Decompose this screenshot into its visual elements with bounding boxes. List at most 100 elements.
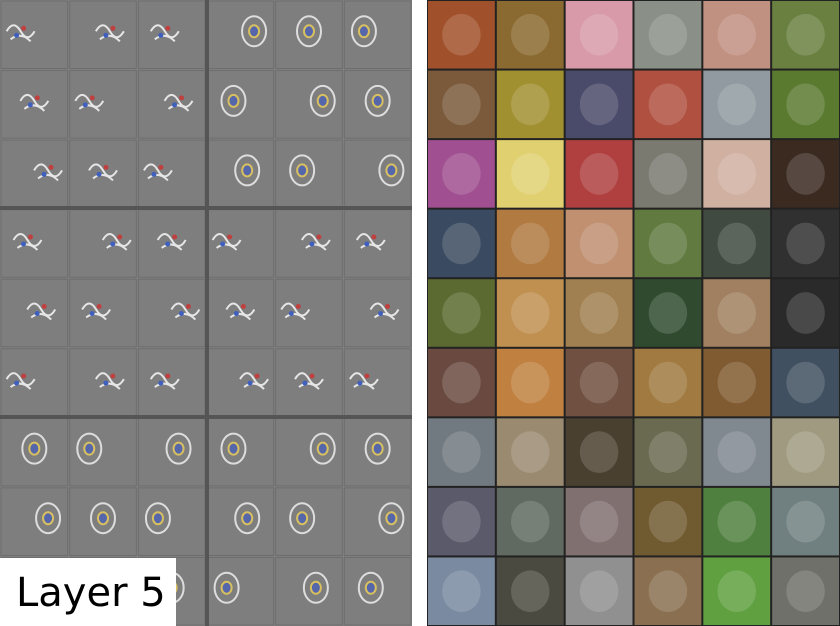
feature-pattern [89,95,95,101]
feature-cell [69,0,137,70]
feature-pattern [165,241,171,247]
feature-cell [137,278,206,348]
feature-cell [206,139,275,209]
photo-tile [703,557,771,625]
photo-subject [510,13,550,56]
photo-subject [648,13,688,56]
separator [205,0,209,626]
photo-tile [496,279,564,347]
photo-subject [786,83,825,126]
feature-pattern [296,15,322,48]
feature-pattern [48,164,54,170]
feature-pattern [21,432,48,465]
photo-subject [579,13,619,56]
feature-pattern [357,571,384,604]
feature-pattern [89,311,95,317]
photo-tile [703,487,771,556]
feature-pattern [301,232,331,251]
photo-subject [717,153,757,195]
photo-panel [427,0,840,626]
feature-pattern [364,241,370,247]
feature-pattern [385,511,398,526]
feature-pattern [239,372,269,390]
feature-pattern [28,441,41,456]
feature-pattern [295,304,301,310]
photo-subject [579,500,619,543]
feature-pattern [316,93,329,108]
feature-pattern [14,380,20,386]
feature-pattern [172,234,178,240]
photo-subject [717,431,757,473]
feature-pattern [95,372,125,390]
feature-cell [343,70,412,139]
photo-subject [648,292,688,334]
photo-subject [717,222,757,265]
photo-tile [565,209,633,278]
feature-pattern [144,502,171,535]
feature-cell [0,487,69,556]
feature-pattern [97,511,109,526]
feature-pattern [88,163,118,182]
photo-subject [786,361,825,404]
photo-subject [510,292,550,334]
photo-tile [428,348,495,417]
feature-cell [137,139,206,209]
feature-pattern [158,32,164,38]
separator [0,206,412,210]
feature-cell [69,70,137,139]
photo-tile [428,209,495,278]
feature-pattern [357,24,370,39]
photo-subject [442,222,481,265]
photo-tile [496,348,564,417]
photo-subject [442,83,481,126]
feature-pattern [172,102,178,108]
photo-subject [717,292,757,334]
feature-cell [69,209,137,278]
feature-pattern [172,441,185,456]
photo-tile [428,487,495,556]
feature-pattern [21,373,27,379]
photo-subject [717,83,757,126]
feature-pattern [241,511,254,526]
photo-tile [703,140,771,208]
photo-subject [648,361,688,404]
feature-pattern [309,373,315,379]
photo-subject [717,361,757,404]
feature-pattern [234,502,261,535]
feature-pattern [149,372,180,390]
feature-pattern [248,24,261,39]
feature-cell [0,348,69,417]
feature-cell [206,209,275,278]
photo-tile [428,70,495,139]
feature-cell [275,278,343,348]
feature-cell [343,0,412,70]
photo-tile [634,418,702,486]
photo-tile [703,1,771,69]
photo-subject [442,500,481,543]
feature-pattern [42,511,55,526]
photo-subject [579,570,619,613]
photo-subject [510,500,550,543]
feature-cell [137,487,206,556]
photo-subject [442,431,481,473]
feature-pattern [117,234,123,240]
photo-tile [634,487,702,556]
photo-tile [565,418,633,486]
feature-pattern [21,25,27,31]
feature-pattern [170,302,201,321]
feature-pattern [179,95,185,101]
photo-tile [496,557,564,625]
photo-tile [772,209,839,278]
photo-subject [579,361,619,404]
feature-pattern [378,502,405,535]
feature-cell [206,487,275,556]
feature-pattern [288,311,294,317]
photo-tile [772,1,839,69]
feature-pattern [289,502,316,535]
feature-pattern [369,302,400,321]
photo-subject [786,292,825,334]
feature-pattern [178,311,184,317]
photo-tile [565,70,633,139]
feature-pattern [280,302,311,321]
photo-subject [717,13,757,56]
